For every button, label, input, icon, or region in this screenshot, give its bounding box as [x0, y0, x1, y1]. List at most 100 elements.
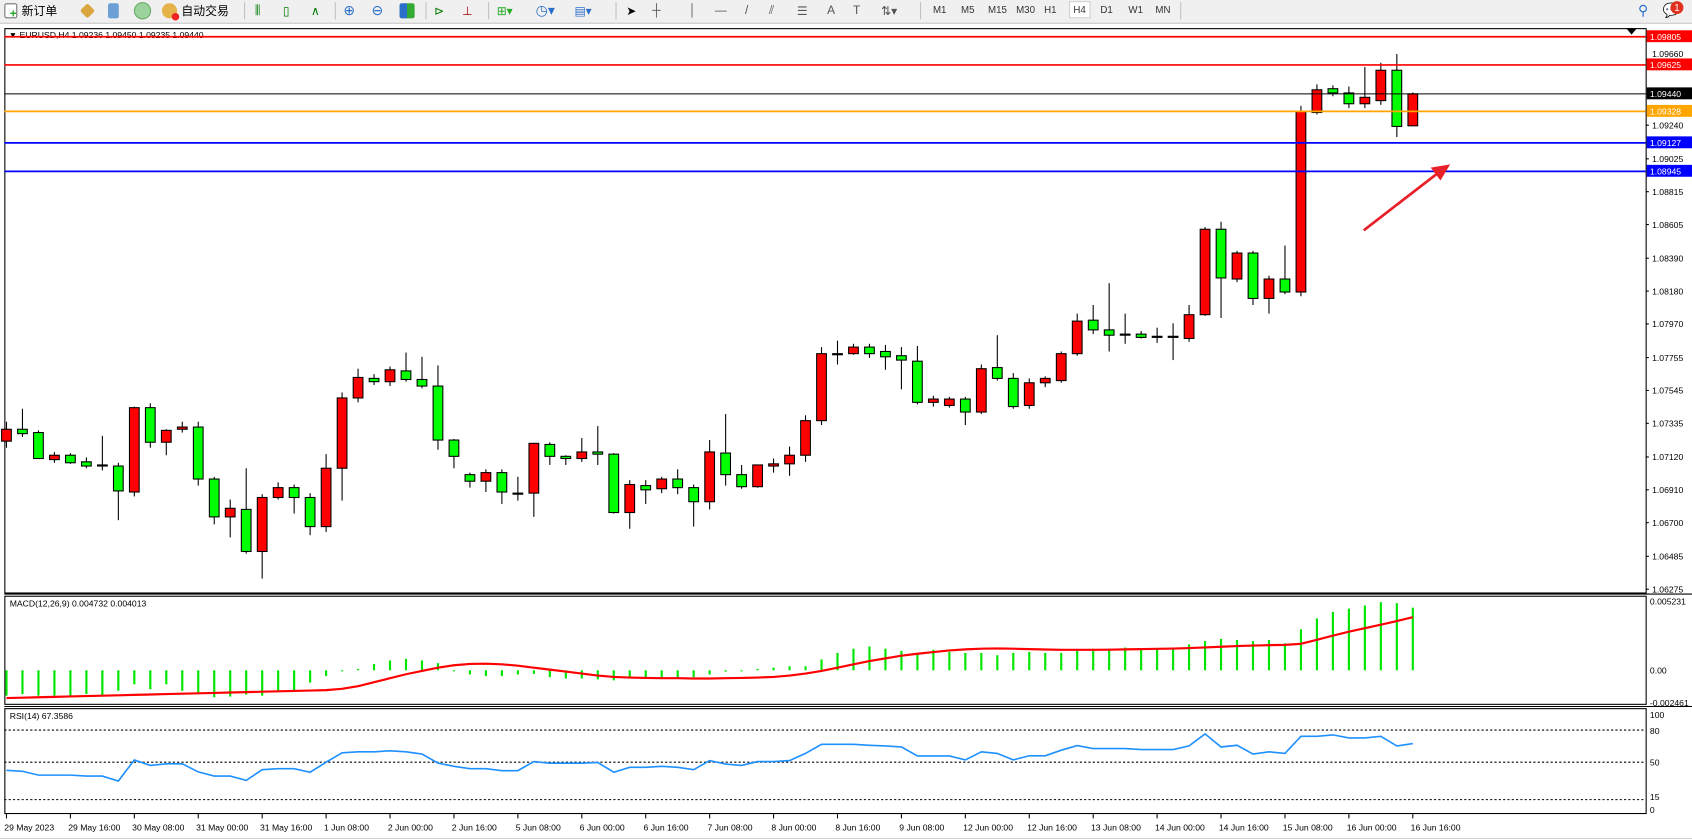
- candlestick-icon[interactable]: ▯: [282, 4, 290, 18]
- macd-histogram-bar: [229, 670, 232, 697]
- macd-histogram-bar: [692, 670, 695, 678]
- market-watch-icon[interactable]: [79, 2, 96, 19]
- macd-histogram-bar: [500, 670, 503, 677]
- timeframe-w1[interactable]: W1: [1128, 4, 1143, 16]
- vertical-line-icon[interactable]: │: [688, 4, 697, 18]
- price-level-label: 1.08945: [1650, 167, 1681, 177]
- macd-signal-line: [6, 616, 1414, 700]
- candle-body: [736, 474, 748, 488]
- tile-windows-icon[interactable]: [399, 2, 415, 19]
- macd-histogram-bar: [1347, 608, 1350, 671]
- time-axis-label: 5 Jun 08:00: [516, 822, 561, 832]
- templates-icon[interactable]: ▤▾: [574, 4, 592, 18]
- timeframe-mn[interactable]: MN: [1155, 4, 1171, 16]
- auto-trading-icon: [161, 3, 180, 21]
- text-icon[interactable]: A: [827, 4, 836, 18]
- cursor-icon[interactable]: ➤: [626, 4, 637, 18]
- candle-body: [688, 487, 700, 503]
- macd-histogram-bar: [948, 651, 951, 671]
- macd-histogram-bar: [372, 664, 376, 671]
- candle-body: [848, 346, 859, 355]
- timeframe-m30[interactable]: M30: [1016, 4, 1036, 16]
- chart-shift-icon[interactable]: ⊥: [462, 4, 473, 18]
- candle-body: [112, 465, 124, 492]
- timeframe-d1[interactable]: D1: [1100, 4, 1113, 16]
- macd-histogram-bar: [516, 670, 519, 675]
- candle-body: [1167, 335, 1179, 338]
- candle-body: [800, 420, 811, 456]
- search-icon[interactable]: ⚲: [1638, 2, 1649, 19]
- indicators-icon[interactable]: ⊞▾: [496, 4, 513, 18]
- candle-body: [608, 453, 620, 514]
- chart-window[interactable]: ▼ EURUSD,H4 1.09236 1.09450 1.09235 1.09…: [0, 23, 1692, 840]
- text-label-icon[interactable]: T: [853, 4, 861, 18]
- time-axis-label: 1 Jun 08:00: [324, 822, 369, 832]
- candle-body: [816, 353, 827, 422]
- new-order-button[interactable]: + 新订单: [4, 2, 58, 20]
- macd-histogram-bar: [1187, 644, 1191, 671]
- crosshair-icon[interactable]: ┼: [652, 4, 661, 18]
- rsi-pane-frame: [4, 708, 1647, 815]
- signals-icon[interactable]: [133, 2, 152, 20]
- price-axis-label: 1.07120: [1652, 452, 1683, 462]
- trendline-icon[interactable]: /: [745, 4, 749, 18]
- periods-icon[interactable]: ◷▾: [535, 2, 555, 19]
- candle-body: [432, 385, 444, 441]
- candle-body: [864, 346, 875, 355]
- macd-histogram-bar: [1331, 611, 1334, 671]
- macd-pane-frame: [4, 595, 1647, 705]
- macd-histogram-bar: [884, 648, 887, 671]
- fibonacci-icon[interactable]: ☰: [796, 4, 808, 18]
- main-pane-frame: [4, 28, 1647, 594]
- macd-histogram-bar: [724, 670, 727, 672]
- candle-body: [656, 478, 668, 490]
- macd-histogram-bar: [1379, 602, 1382, 671]
- time-axis-label: 16 Jun 00:00: [1347, 822, 1397, 832]
- price-level-label: 1.09440: [1650, 89, 1681, 99]
- macd-histogram-bar: [325, 670, 328, 677]
- candle-body: [991, 367, 1003, 379]
- candle-body: [272, 487, 284, 499]
- candle-body: [880, 350, 891, 358]
- time-axis-label: 12 Jun 00:00: [963, 822, 1013, 832]
- time-axis-label: 6 Jun 16:00: [644, 822, 689, 832]
- auto-trading-button[interactable]: 自动交易: [161, 2, 229, 21]
- time-axis-label: 14 Jun 16:00: [1219, 822, 1269, 832]
- candle-body: [1407, 93, 1419, 127]
- time-axis-label: 14 Jun 00:00: [1155, 822, 1205, 832]
- macd-histogram-bar: [612, 670, 615, 681]
- zoom-in-icon[interactable]: ⊕: [343, 2, 356, 19]
- timeframe-h1[interactable]: H1: [1044, 4, 1057, 16]
- auto-scroll-icon[interactable]: ⊳: [434, 4, 445, 18]
- timeframe-m15[interactable]: M15: [988, 4, 1007, 16]
- candle-body: [336, 397, 348, 469]
- navigator-icon[interactable]: [107, 2, 119, 19]
- horizontal-line-icon[interactable]: —: [714, 4, 727, 18]
- new-order-label: 新订单: [21, 5, 58, 19]
- macd-label: MACD(12,26,9) 0.004732 0.004013: [10, 598, 147, 608]
- equidistant-channel-icon[interactable]: ⫽: [768, 3, 775, 17]
- chart-shift-marker-icon[interactable]: [1626, 28, 1637, 35]
- line-chart-icon[interactable]: ∧: [310, 4, 320, 18]
- macd-axis-label: 0.005231: [1650, 596, 1686, 606]
- arrows-icon[interactable]: ⇅▾: [881, 4, 898, 18]
- candle-body: [1375, 69, 1387, 102]
- timeframe-m1[interactable]: M1: [932, 4, 947, 16]
- macd-histogram-bar: [740, 670, 743, 672]
- time-axis-label: 29 May 16:00: [68, 822, 120, 832]
- rsi-axis-label: 0: [1650, 805, 1655, 815]
- macd-histogram-bar: [261, 670, 264, 696]
- time-axis-label: 2 Jun 16:00: [452, 822, 497, 832]
- price-level-label: 1.09625: [1650, 60, 1681, 70]
- arrow-annotation-line[interactable]: [1362, 170, 1441, 232]
- timeframe-m5[interactable]: M5: [961, 4, 975, 16]
- bar-chart-icon[interactable]: ⫼: [254, 3, 261, 17]
- zoom-out-icon[interactable]: ⊖: [371, 2, 384, 19]
- candle-body: [352, 376, 364, 399]
- candle-body: [1151, 335, 1163, 338]
- timeframe-h4[interactable]: H4: [1069, 1, 1091, 19]
- candle-body: [959, 398, 971, 413]
- rsi-axis-label: 100: [1650, 710, 1665, 720]
- price-axis-label: 1.08180: [1652, 286, 1683, 296]
